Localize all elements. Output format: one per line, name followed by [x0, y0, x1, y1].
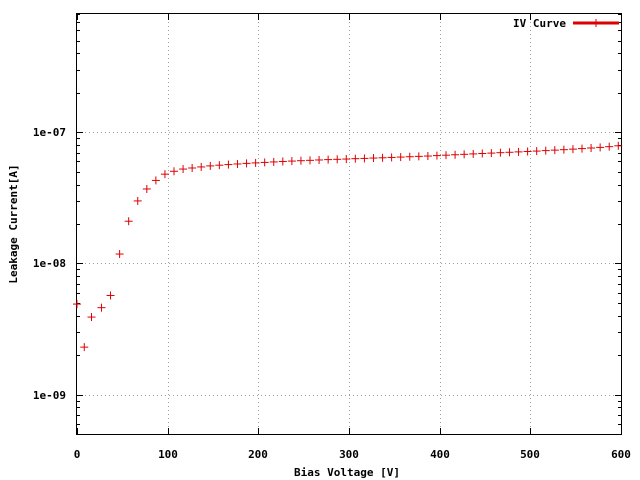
data-point [578, 144, 587, 153]
data-point [605, 142, 614, 151]
data-point [514, 147, 523, 156]
data-point [124, 217, 133, 226]
x-tick-labels: 0 100 200 300 400 500 600 [74, 448, 631, 461]
x-tick-label: 300 [339, 448, 359, 461]
data-point [251, 158, 260, 167]
y-tick-label: 1e-08 [33, 257, 66, 270]
data-point [151, 176, 160, 185]
data-point [73, 300, 81, 309]
data-point [188, 163, 197, 172]
y-tick-labels: 1e-09 1e-08 1e-07 [33, 126, 66, 402]
data-point [478, 149, 487, 158]
data-point [260, 158, 269, 167]
data-point [179, 165, 188, 174]
grid-lines [77, 14, 621, 434]
data-point [541, 146, 550, 155]
plot-frame [76, 13, 622, 435]
data-point [614, 141, 623, 150]
data-point [233, 159, 242, 168]
x-tick-label: 100 [158, 448, 178, 461]
data-point [87, 313, 96, 322]
x-tick-label: 500 [520, 448, 540, 461]
data-point [333, 155, 342, 164]
data-point [287, 157, 296, 166]
data-point [596, 143, 605, 152]
data-point [97, 303, 106, 312]
axis-ticks [77, 14, 622, 435]
data-point [296, 156, 305, 165]
legend: IV Curve [513, 17, 619, 30]
data-point [242, 159, 251, 168]
data-point [523, 147, 532, 156]
data-point [215, 161, 224, 170]
data-point [133, 196, 142, 205]
data-point [351, 154, 360, 163]
data-point [378, 153, 387, 162]
data-point [224, 160, 233, 169]
data-point [496, 148, 505, 157]
data-point [505, 148, 514, 157]
data-point [532, 147, 541, 156]
data-point [206, 161, 215, 170]
data-point [423, 152, 432, 161]
data-point [170, 167, 179, 176]
y-tick-label: 1e-07 [33, 126, 66, 139]
x-tick-label: 0 [74, 448, 81, 461]
data-point [269, 157, 278, 166]
data-point [405, 152, 414, 161]
data-point [414, 152, 423, 161]
data-point [559, 145, 568, 154]
data-point [315, 155, 324, 164]
data-point [360, 154, 369, 163]
data-point [106, 291, 115, 300]
data-point [278, 157, 287, 166]
data-point [160, 170, 169, 179]
data-point [587, 144, 596, 153]
data-point [451, 150, 460, 159]
x-tick-label: 200 [248, 448, 268, 461]
legend-label: IV Curve [513, 17, 566, 30]
x-axis-title: Bias Voltage [V] [294, 466, 400, 479]
data-point [487, 149, 496, 158]
data-point [568, 145, 577, 154]
data-point [369, 154, 378, 163]
data-point [115, 250, 124, 259]
data-point [80, 343, 89, 352]
data-point [442, 151, 451, 160]
data-point [342, 155, 351, 164]
x-tick-label: 600 [611, 448, 631, 461]
data-point [197, 162, 206, 171]
data-point [324, 155, 333, 164]
data-point [142, 184, 151, 193]
legend-marker [592, 19, 600, 27]
data-point [469, 149, 478, 158]
y-axis-title: Leakage Current[A] [7, 164, 20, 283]
data-point [306, 156, 315, 165]
data-point [396, 153, 405, 162]
data-point [550, 146, 559, 155]
y-tick-label: 1e-09 [33, 389, 66, 402]
data-points [73, 141, 623, 352]
x-tick-label: 400 [430, 448, 450, 461]
data-point [460, 150, 469, 159]
data-point [387, 153, 396, 162]
data-point [432, 151, 441, 160]
